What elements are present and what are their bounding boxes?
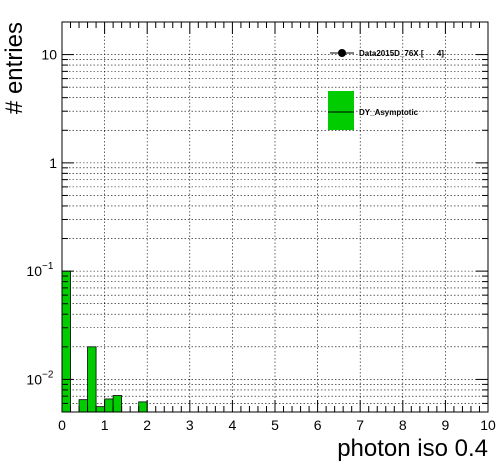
histogram-bar	[87, 346, 97, 413]
y-tick-label: 10	[41, 47, 57, 63]
legend-label-dy: DY_Asymptotic	[359, 108, 419, 117]
histogram-bar	[104, 398, 114, 413]
grid	[62, 21, 488, 413]
legend-dy-box	[328, 91, 354, 130]
x-axis-title: photon iso 0.4	[337, 435, 488, 462]
legend-data-marker	[338, 49, 346, 57]
x-tick-label: 1	[101, 417, 109, 433]
x-tick-label: 7	[356, 417, 364, 433]
y-tick-label: 10	[26, 263, 42, 279]
x-tick-label: 4	[229, 417, 237, 433]
x-tick-label: 10	[480, 417, 496, 433]
histogram-bar	[78, 399, 88, 413]
histogram-bar	[138, 401, 148, 413]
histogram-bar	[112, 395, 123, 413]
x-tick-label: 2	[143, 417, 151, 433]
x-tick-label: 0	[58, 417, 66, 433]
x-tick-label: 5	[271, 417, 279, 433]
legend: Data2015D_76X [ 4] DY_Asymptotic	[328, 49, 444, 130]
plot-frame	[61, 21, 489, 413]
x-tick-label: 3	[186, 417, 194, 433]
y-tick-exponent: −1	[42, 261, 54, 272]
histogram-bar	[95, 406, 106, 413]
legend-label-data: Data2015D_76X [ 4]	[359, 49, 444, 58]
x-tick-labels: 0 1 2 3 4 5 6 7 8 9 10	[58, 417, 496, 433]
y-axis-title: # entries	[1, 22, 28, 114]
y-tick-label: 1	[49, 155, 57, 171]
y-tick-label: 10	[26, 371, 42, 387]
histogram-bar	[61, 270, 71, 413]
y-tick-exponent: −2	[42, 369, 54, 380]
x-tick-label: 6	[314, 417, 322, 433]
x-tick-label: 9	[442, 417, 450, 433]
x-tick-label: 8	[399, 417, 407, 433]
